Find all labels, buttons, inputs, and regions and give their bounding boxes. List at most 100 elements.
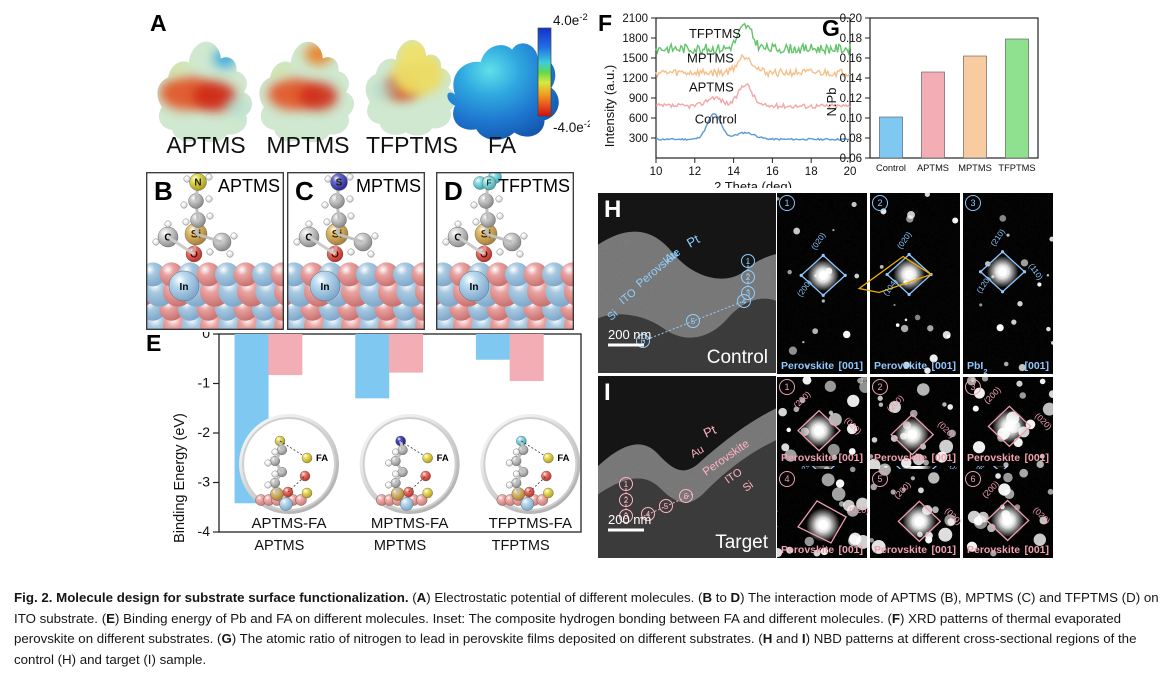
svg-text:Perovskite: Perovskite	[874, 452, 927, 464]
svg-text:5: 5	[664, 502, 669, 511]
svg-text:N: N	[194, 177, 201, 188]
svg-text:Perovskite: Perovskite	[967, 544, 1020, 556]
svg-text:APTMS-FA: APTMS-FA	[251, 515, 326, 532]
svg-text:[001]: [001]	[838, 360, 863, 372]
svg-text:[001]: [001]	[931, 452, 956, 464]
svg-text:Perovskite: Perovskite	[967, 452, 1020, 464]
svg-text:3: 3	[970, 198, 975, 208]
svg-text:MPTMS: MPTMS	[266, 132, 349, 158]
svg-text:4.0e-2: 4.0e-2	[553, 12, 588, 29]
svg-text:FA: FA	[316, 453, 328, 464]
svg-text:Intensity (a.u.): Intensity (a.u.)	[602, 65, 617, 147]
svg-text:MPTMS: MPTMS	[958, 163, 992, 173]
svg-text:In: In	[180, 282, 189, 293]
svg-text:(200): (200)	[777, 509, 778, 529]
svg-text:0.18: 0.18	[840, 33, 862, 45]
svg-text:MPTMS-FA: MPTMS-FA	[371, 515, 449, 532]
svg-text:0: 0	[202, 332, 210, 341]
svg-text:4: 4	[784, 474, 789, 484]
svg-text:0.14: 0.14	[840, 73, 863, 85]
svg-text:Target: Target	[715, 532, 769, 553]
svg-text:[001]: [001]	[838, 544, 863, 556]
svg-text:2100: 2100	[622, 13, 648, 25]
svg-text:1: 1	[624, 480, 629, 489]
svg-text:2: 2	[624, 496, 629, 505]
svg-text:-1: -1	[198, 375, 211, 391]
svg-text:FA: FA	[488, 132, 517, 158]
svg-text:0.16: 0.16	[840, 53, 862, 65]
svg-text:2 Theta (deg): 2 Theta (deg)	[714, 179, 792, 188]
svg-text:5: 5	[877, 474, 882, 484]
svg-text:Control: Control	[695, 111, 737, 126]
svg-text:FA: FA	[437, 453, 449, 464]
svg-text:-4: -4	[198, 523, 211, 539]
svg-text:TFPTMS: TFPTMS	[689, 26, 741, 41]
svg-text:Perovskite: Perovskite	[781, 360, 834, 372]
svg-text:-4.0e-2: -4.0e-2	[553, 119, 590, 136]
svg-text:MPTMS: MPTMS	[687, 51, 734, 66]
svg-text:600: 600	[629, 113, 648, 125]
svg-text:N:Pb: N:Pb	[824, 88, 839, 117]
svg-text:12: 12	[688, 166, 701, 178]
svg-text:1: 1	[784, 382, 789, 392]
svg-text:900: 900	[629, 93, 648, 105]
svg-text:I: I	[604, 379, 611, 406]
svg-text:18: 18	[805, 166, 818, 178]
svg-text:(020): (020)	[849, 505, 869, 515]
svg-text:6: 6	[970, 474, 975, 484]
svg-text:In: In	[321, 282, 330, 293]
svg-text:B: B	[154, 176, 173, 206]
svg-text:[001]: [001]	[931, 544, 956, 556]
svg-text:0.20: 0.20	[840, 13, 862, 25]
svg-text:2: 2	[746, 273, 751, 282]
svg-text:In: In	[470, 282, 479, 293]
svg-text:S: S	[336, 177, 343, 188]
svg-text:1500: 1500	[622, 53, 648, 65]
svg-text:H: H	[604, 196, 621, 223]
svg-text:[001]: [001]	[838, 452, 863, 464]
svg-text:[001]: [001]	[1024, 544, 1049, 556]
svg-text:F: F	[487, 179, 492, 188]
svg-text:0.06: 0.06	[840, 153, 862, 165]
svg-text:APTMS: APTMS	[218, 176, 280, 196]
svg-text:FA: FA	[557, 453, 569, 464]
svg-text:TFPTMS-FA: TFPTMS-FA	[489, 515, 572, 532]
svg-text:APTMS: APTMS	[166, 132, 245, 158]
svg-text:3: 3	[746, 289, 751, 298]
svg-text:14: 14	[727, 166, 740, 178]
svg-text:TFPTMS: TFPTMS	[998, 163, 1035, 173]
svg-text:[001]: [001]	[1024, 452, 1049, 464]
svg-text:2: 2	[877, 198, 882, 208]
svg-text:TFPTMS: TFPTMS	[366, 132, 458, 158]
svg-text:1: 1	[746, 257, 751, 266]
svg-text:300: 300	[629, 133, 648, 145]
svg-text:0.08: 0.08	[840, 133, 862, 145]
svg-text:6: 6	[684, 492, 689, 501]
svg-text:Perovskite: Perovskite	[874, 544, 927, 556]
svg-text:MPTMS: MPTMS	[356, 176, 421, 196]
svg-text:TFPTMS: TFPTMS	[492, 538, 550, 554]
svg-text:16: 16	[766, 166, 779, 178]
svg-text:APTMS: APTMS	[254, 538, 304, 554]
svg-text:APTMS: APTMS	[917, 163, 949, 173]
svg-text:5: 5	[691, 317, 696, 326]
svg-text:Perovskite: Perovskite	[874, 360, 927, 372]
svg-text:2: 2	[877, 382, 882, 392]
svg-text:C: C	[295, 176, 314, 206]
svg-text:Binding Energy (eV): Binding Energy (eV)	[172, 413, 188, 543]
svg-text:3: 3	[970, 382, 975, 392]
svg-text:MPTMS: MPTMS	[374, 538, 426, 554]
svg-text:10: 10	[650, 166, 663, 178]
svg-text:1800: 1800	[622, 33, 648, 45]
svg-text:4: 4	[742, 297, 747, 306]
svg-text:1: 1	[784, 198, 789, 208]
svg-text:Control: Control	[707, 347, 768, 368]
svg-text:APTMS: APTMS	[689, 79, 734, 94]
svg-text:Control: Control	[876, 163, 906, 173]
svg-text:G: G	[822, 15, 840, 41]
svg-text:TFPTMS: TFPTMS	[498, 176, 570, 196]
svg-text:200 nm: 200 nm	[608, 327, 651, 342]
svg-text:0.12: 0.12	[840, 93, 862, 105]
svg-text:Perovskite: Perovskite	[781, 452, 834, 464]
svg-text:-3: -3	[198, 474, 211, 490]
